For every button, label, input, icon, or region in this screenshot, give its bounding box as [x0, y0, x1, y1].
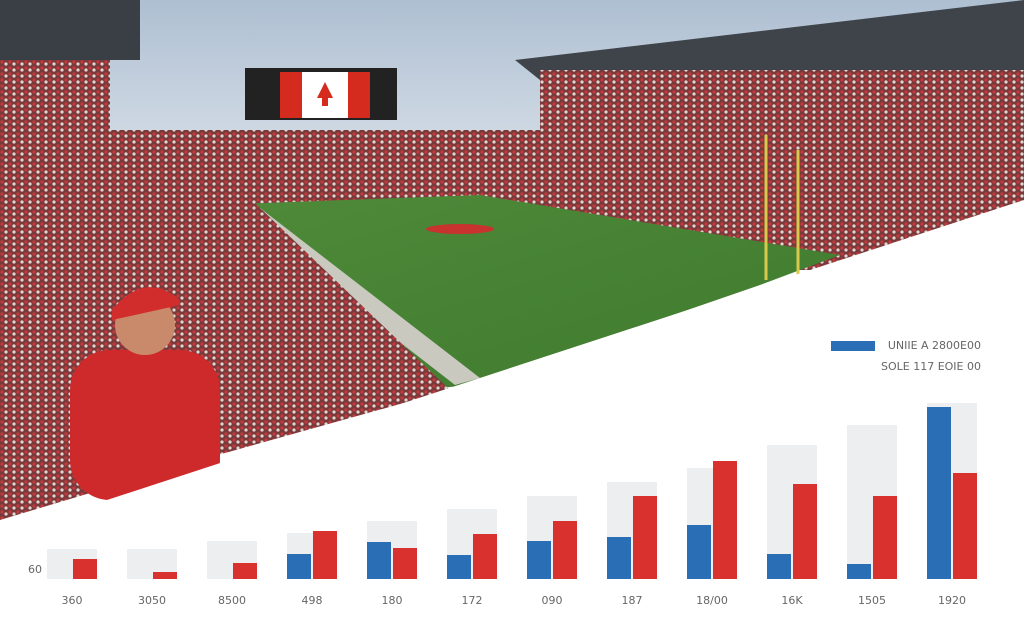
x-tick-label: 498 [302, 594, 323, 607]
bar [713, 461, 737, 579]
stadium-photo [0, 0, 1024, 520]
x-tick-label: 090 [542, 594, 563, 607]
left-roof [0, 0, 140, 60]
left-upper-stands [0, 60, 110, 130]
bar [367, 542, 391, 579]
bar [793, 484, 817, 579]
fan [70, 350, 220, 500]
x-tick-label: 360 [62, 594, 83, 607]
x-tick-label: 1505 [858, 594, 886, 607]
x-tick-label: 1920 [938, 594, 966, 607]
midfield-logo [426, 224, 494, 234]
bar [767, 554, 791, 579]
bar [927, 407, 951, 579]
flag-band [348, 72, 370, 118]
bar [313, 531, 337, 579]
x-tick-label: 3050 [138, 594, 166, 607]
bar [153, 572, 177, 579]
x-tick-label: 172 [462, 594, 483, 607]
bar [953, 473, 977, 579]
legend-label: UNIIE A 2800E00 [888, 339, 981, 352]
x-tick-label: 187 [622, 594, 643, 607]
x-tick-label: 18/00 [696, 594, 728, 607]
bar [233, 563, 257, 579]
bar [473, 534, 497, 579]
upper-stands [540, 70, 1024, 130]
fan-cap [112, 287, 180, 320]
bar [527, 541, 551, 579]
bar [73, 559, 97, 579]
bar [393, 548, 417, 579]
bar [847, 564, 871, 579]
legend-label: SOLE 117 EOIE 00 [881, 360, 981, 373]
bar [687, 525, 711, 579]
x-tick-label: 16K [781, 594, 803, 607]
legend-swatch [831, 341, 875, 351]
x-tick-label: 8500 [218, 594, 246, 607]
bar [873, 496, 897, 579]
bar [287, 554, 311, 579]
chart: 60 360 3050 8500 498 180 172 090 187 18/00 16K 150… [28, 339, 981, 607]
annotation: 60 [28, 563, 42, 576]
bar [553, 521, 577, 579]
bar [607, 537, 631, 579]
right-roof [515, 0, 1024, 80]
bar [633, 496, 657, 579]
x-tick-label: 180 [382, 594, 403, 607]
bar [447, 555, 471, 579]
maple-leaf [317, 82, 333, 106]
flag-band [280, 72, 302, 118]
